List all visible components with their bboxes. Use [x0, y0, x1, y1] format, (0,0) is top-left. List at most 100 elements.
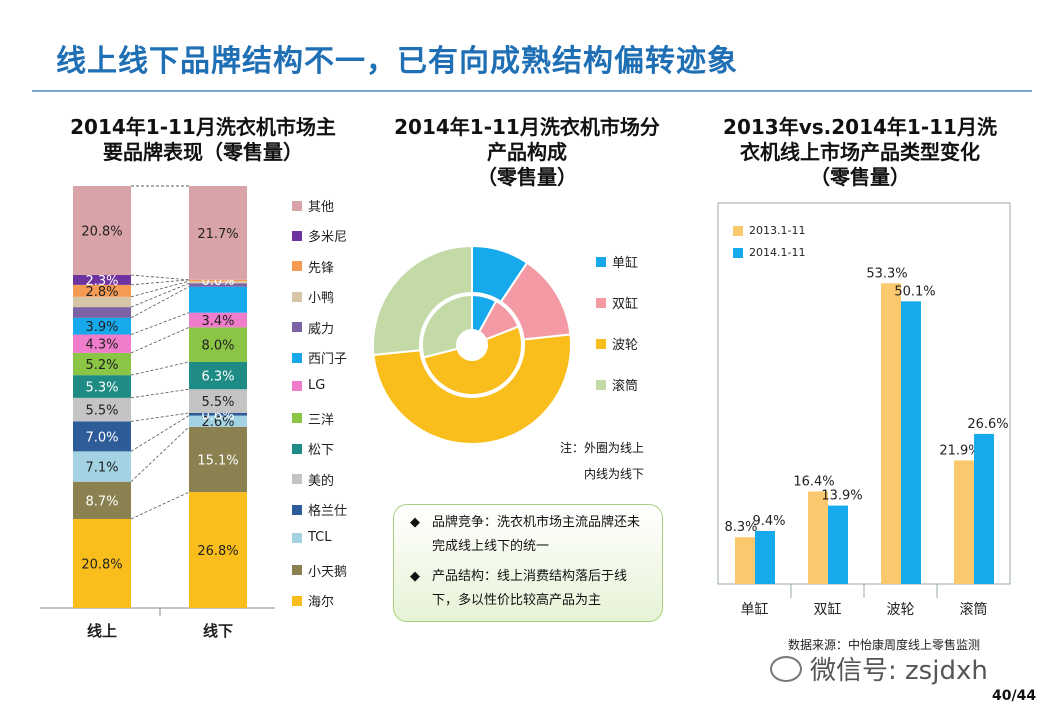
legend-swatch [292, 322, 302, 333]
legend-swatch [292, 595, 302, 606]
bar-value-label: 50.1% [894, 284, 935, 299]
bar-data-label: 3.9% [85, 320, 118, 335]
diamond-bullet-icon: ◆ [410, 515, 420, 530]
category-label: 线下 [203, 622, 233, 640]
bar-value-label: 16.4% [793, 474, 834, 489]
legend-item: 三洋 [292, 409, 334, 428]
bar-value-label: 9.4% [752, 514, 785, 529]
legend-item: 先锋 [292, 257, 334, 276]
legend-label: LG [308, 378, 326, 394]
donut-note-line1: 注：外圈为线上 [560, 440, 644, 455]
connector-line [130, 412, 190, 422]
legend-swatch [596, 338, 606, 349]
legend-item: 美的 [292, 470, 334, 489]
note-box: ◆ 品牌竞争：洗衣机市场主流品牌还未完成线上线下的统一 ◆ 产品结构：线上消费结… [393, 504, 663, 622]
bar-segment-offline-4 [189, 389, 247, 413]
connector-line [130, 282, 190, 308]
bar-data-label: 8.7% [85, 494, 118, 509]
bar-segment-online-0 [73, 518, 131, 608]
chart2-title: 2014年1-11月洗衣机市场分 产品构成 （零售量） [372, 115, 682, 190]
legend-item: LG [292, 378, 325, 393]
bar-segment-offline-5 [189, 361, 247, 390]
donut-slice-inner-3 [421, 293, 473, 359]
legend-swatch [596, 379, 606, 390]
grouped-bar-1-2 [901, 301, 921, 584]
legend-label: 滚筒 [612, 379, 639, 394]
diamond-bullet-icon: ◆ [410, 569, 420, 584]
data-source: 数据来源：中怡康周度线上零售监测 [788, 638, 981, 652]
chart3-title-line2: 衣机线上市场产品类型变化 [740, 140, 980, 164]
legend-label: 波轮 [612, 338, 639, 353]
bar-segment-online-1 [73, 481, 131, 519]
bar-segment-online-12 [73, 275, 131, 285]
bar-segment-offline-8 [189, 286, 247, 313]
legend-swatch [292, 261, 302, 272]
legend-item: 格兰仕 [292, 500, 347, 519]
bar-segment-offline-0 [189, 492, 247, 608]
bar-data-label: 2.8% [85, 285, 118, 300]
page-title: 线上线下品牌结构不一，已有向成熟结构偏转迹象 [56, 44, 738, 79]
chart2-title-line3: （零售量） [477, 165, 577, 189]
bar-data-label: 3.4% [201, 314, 234, 329]
legend-swatch [292, 200, 302, 211]
legend-swatch [292, 504, 302, 515]
legend-label: 单缸 [612, 256, 639, 271]
legend-item: 海尔 [292, 591, 334, 610]
legend-label: 2013.1-11 [749, 224, 806, 237]
note-text-brand: 品牌竞争：洗衣机市场主流品牌还未完成线上线下的统一 [432, 515, 641, 554]
bar-data-label: 2.3% [85, 274, 118, 289]
legend-label: 西门子 [308, 352, 348, 367]
chart1-title-line1: 2014年1-11月洗衣机市场主 [70, 115, 336, 139]
legend-label: 威力 [308, 321, 335, 337]
legend-label: 其他 [308, 200, 335, 215]
bar-data-label: 7.1% [85, 461, 118, 476]
bar-data-label: 21.7% [197, 227, 238, 242]
bar-data-label: 5.5% [201, 395, 234, 410]
grouped-bar-1-1 [828, 505, 848, 584]
bar-segment-online-2 [73, 451, 131, 482]
legend-label: TCL [308, 530, 332, 546]
bar-data-label: 20.8% [81, 225, 122, 240]
bar-segment-online-9 [73, 307, 131, 318]
bar-segment-offline-11 [189, 279, 247, 282]
connector-line [130, 361, 190, 376]
category-label: 单缸 [741, 601, 769, 618]
legend-item: 双缸 [596, 293, 638, 312]
bar-data-label: 5.2% [85, 358, 118, 373]
chart3-title: 2013年vs.2014年1-11月洗 衣机线上市场产品类型变化 （零售量） [700, 115, 1020, 190]
donut-note-line2: 内线为线下 [584, 467, 644, 481]
donut-slice-outer-3 [372, 244, 473, 357]
legend-item: 波轮 [596, 334, 638, 353]
bar-data-label: 5.5% [85, 404, 118, 419]
bar-value-label: 8.3% [724, 520, 757, 535]
legend-item: 威力 [292, 318, 334, 337]
legend-swatch [292, 443, 302, 454]
legend-swatch [596, 256, 606, 267]
connector-line [130, 491, 190, 520]
bar-segment-online-6 [73, 352, 131, 376]
chart3-title-line1: 2013年vs.2014年1-11月洗 [723, 115, 997, 139]
wechat-icon [770, 655, 802, 682]
bar-data-label: 20.8% [81, 557, 122, 572]
bar-data-label: 26.8% [197, 544, 238, 559]
grouped-bar-0-1 [808, 491, 828, 584]
legend-label: 先锋 [308, 260, 335, 276]
legend-item: 小天鹅 [292, 561, 347, 580]
grouped-bar-0-0 [735, 537, 755, 584]
bar-value-label: 26.6% [967, 417, 1008, 432]
legend-label: 海尔 [308, 595, 335, 611]
legend-item: 松下 [292, 439, 334, 458]
grouped-bar-0-3 [954, 460, 974, 584]
chart2-title-line2: 产品构成 [487, 140, 567, 164]
bar-segment-offline-1 [189, 426, 247, 493]
donut-slice-inner-2 [422, 325, 523, 396]
bar-data-label: 15.1% [197, 453, 238, 468]
category-label: 双缸 [814, 601, 842, 618]
legend-label: 双缸 [612, 297, 639, 312]
connector-line [130, 312, 190, 335]
title-rule [32, 90, 1032, 92]
watermark: 微信号: zsjdxh [770, 650, 988, 687]
connector-line [130, 388, 190, 399]
bar-segment-offline-10 [189, 281, 247, 284]
bar-segment-offline-9 [189, 283, 247, 287]
